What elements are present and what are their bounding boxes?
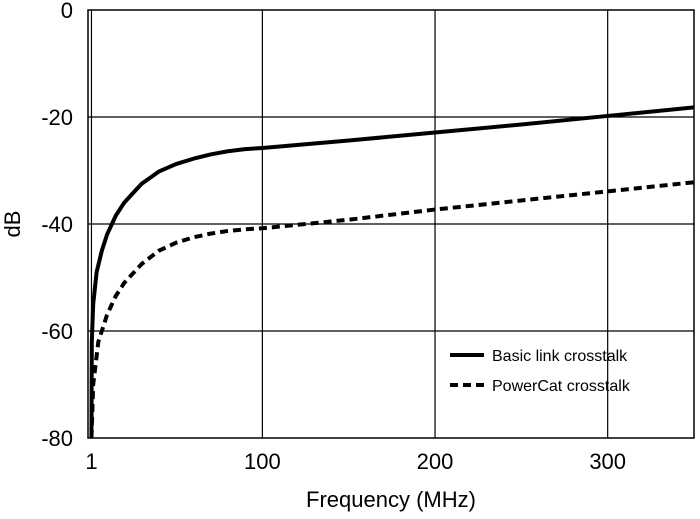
y-tick-label: -20 — [41, 105, 73, 130]
series-line-powercat-crosstalk — [89, 180, 694, 438]
y-axis-ticks: 0 -20 -40 -60 -80 — [41, 0, 73, 451]
x-tick-label: 100 — [244, 449, 281, 474]
y-tick-label: -40 — [41, 212, 73, 237]
x-tick-label: 200 — [417, 449, 454, 474]
y-tick-label: -60 — [41, 319, 73, 344]
y-tick-label: -80 — [41, 426, 73, 451]
x-tick-label: 300 — [589, 449, 626, 474]
series-line-basic-link-crosstalk — [89, 105, 694, 438]
y-axis-title: dB — [0, 211, 25, 238]
legend-label: PowerCat crosstalk — [492, 378, 631, 395]
x-tick-label: 1 — [85, 449, 97, 474]
x-axis-ticks: 1 100 200 300 — [85, 449, 626, 474]
series-group — [89, 105, 694, 438]
legend-label: Basic link crosstalk — [492, 348, 628, 365]
x-axis-title: Frequency (MHz) — [306, 487, 476, 512]
plot-area-frame — [87, 9, 695, 439]
legend: Basic link crosstalk PowerCat crosstalk — [450, 348, 631, 395]
gridlines — [88, 10, 694, 438]
y-tick-label: 0 — [61, 0, 73, 23]
